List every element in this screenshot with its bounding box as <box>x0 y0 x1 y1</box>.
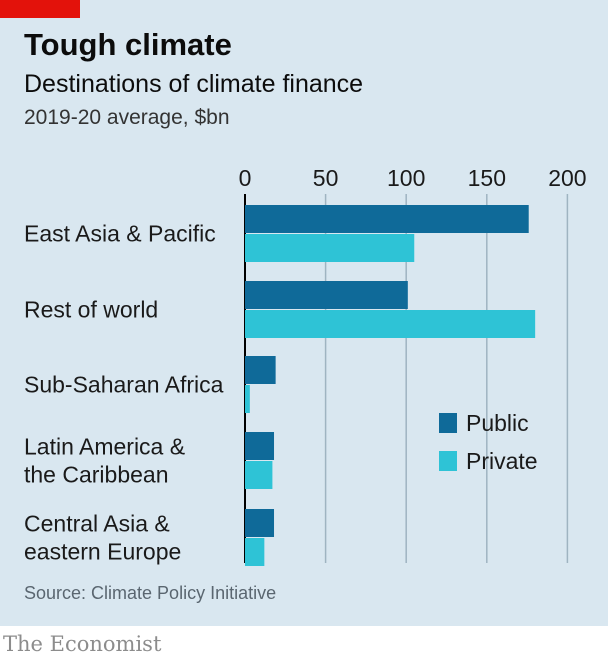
public-bar <box>245 356 276 384</box>
public-legend-swatch <box>439 413 457 433</box>
x-tick-label: 100 <box>387 165 425 191</box>
legend: Public Private <box>439 410 538 474</box>
publisher-logo: The Economist <box>3 632 162 656</box>
public-bar <box>245 432 275 460</box>
category-label: Central Asia & <box>24 511 170 537</box>
category-label: the Caribbean <box>24 462 169 488</box>
private-legend-swatch <box>439 451 457 471</box>
chart-subtitle: Destinations of climate finance <box>24 70 364 98</box>
category-labels: East Asia & Pacific Rest of world Sub-Saha… <box>24 221 224 565</box>
private-bar <box>245 310 536 338</box>
x-tick-label: 150 <box>468 165 506 191</box>
category-label: eastern Europe <box>24 539 181 565</box>
category-label: East Asia & Pacific <box>24 221 216 247</box>
public-bar <box>245 205 529 233</box>
public-legend-label: Public <box>466 410 529 436</box>
x-tick-label: 200 <box>548 165 586 191</box>
category-label: Sub-Saharan Africa <box>24 372 224 398</box>
bar-chart: 0 50 100 150 200 East Asia & Pacific Rest of … <box>24 165 587 566</box>
bars <box>245 205 536 566</box>
private-bar <box>245 385 250 413</box>
x-tick-labels: 0 50 100 150 200 <box>239 165 587 191</box>
private-legend-label: Private <box>466 448 538 474</box>
public-bar <box>245 281 408 309</box>
chart-title: Tough climate <box>24 27 232 62</box>
chart-units: 2019-20 average, $bn <box>24 106 230 129</box>
private-bar <box>245 461 273 489</box>
source-note: Source: Climate Policy Initiative <box>24 583 277 603</box>
private-bar <box>245 234 415 262</box>
category-label: Rest of world <box>24 297 158 323</box>
x-tick-label: 50 <box>313 165 339 191</box>
public-bar <box>245 509 275 537</box>
x-tick-label: 0 <box>239 165 252 191</box>
category-label: Latin America & <box>24 434 185 460</box>
brand-accent-tag <box>0 0 80 18</box>
private-bar <box>245 538 265 566</box>
